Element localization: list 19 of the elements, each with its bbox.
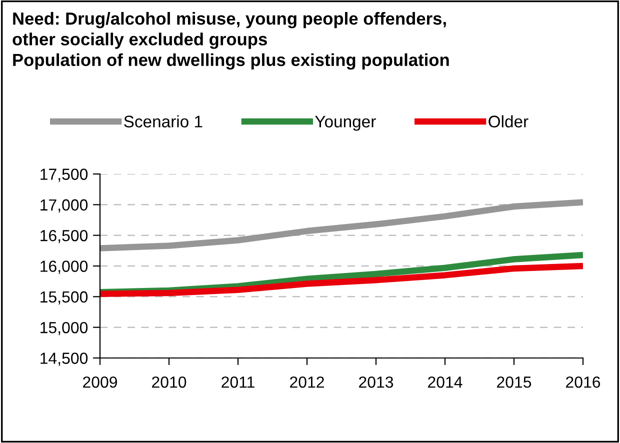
x-tick-label: 2014 xyxy=(428,376,462,388)
y-tick-label: 17,500 xyxy=(40,168,88,182)
y-tick-label: 16,000 xyxy=(40,260,88,274)
chart-title: Need: Drug/alcohol misuse, young people offenders, other socially excluded groups Population of new dwellings plus existing population xyxy=(12,12,449,70)
y-tick-label: 17,000 xyxy=(40,199,88,212)
x-tick-label: 2012 xyxy=(290,376,324,388)
legend-label: Scenario 1 xyxy=(124,115,202,128)
x-tick-label: 2011 xyxy=(222,376,254,388)
y-tick-label: 14,500 xyxy=(40,352,88,366)
legend-label: Older xyxy=(488,115,528,128)
legend-label: Younger xyxy=(315,116,376,131)
y-tick-label: 15,500 xyxy=(40,291,88,304)
x-tick-label: 2009 xyxy=(83,376,118,388)
y-tick-label: 16,500 xyxy=(40,230,88,244)
x-tick-label: 2013 xyxy=(359,376,394,388)
x-tick-label: 2010 xyxy=(152,376,186,388)
x-tick-label: 2015 xyxy=(497,376,532,388)
y-tick-label: 15,000 xyxy=(40,322,88,336)
x-tick-label: 2016 xyxy=(566,376,600,388)
